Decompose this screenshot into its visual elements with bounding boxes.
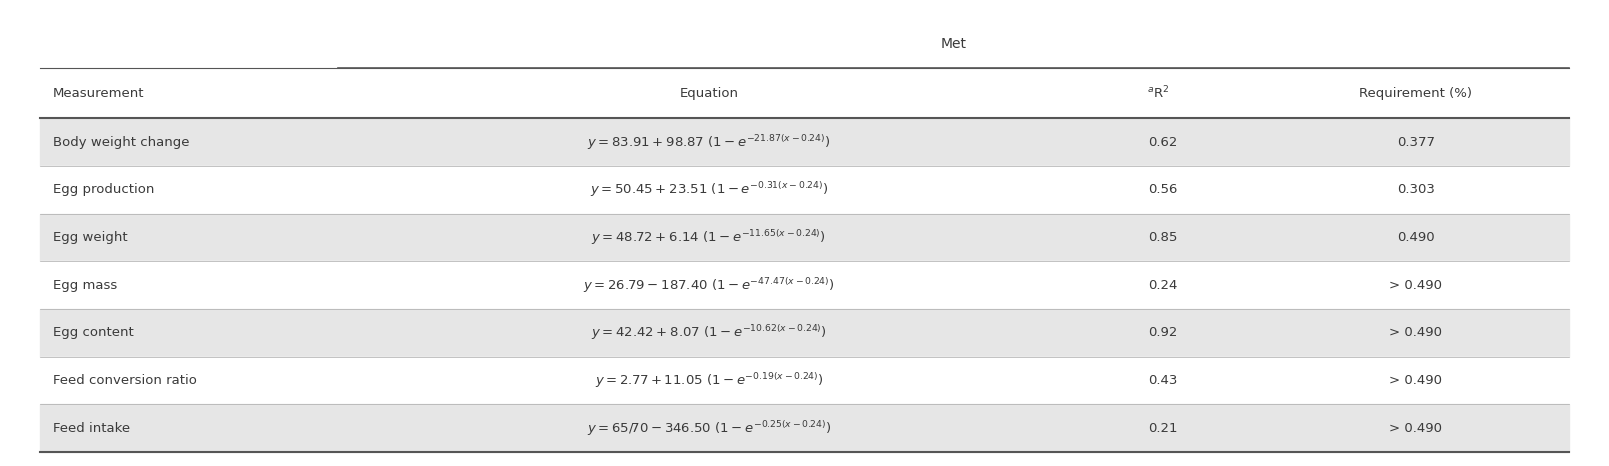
- Text: 0.303: 0.303: [1397, 183, 1435, 196]
- Text: Egg weight: Egg weight: [53, 231, 127, 244]
- Text: > 0.490: > 0.490: [1390, 326, 1442, 339]
- Text: $y = 26.79 - 187.40\ (1 - e^{-47.47(x-0.24)})$: $y = 26.79 - 187.40\ (1 - e^{-47.47(x-0.…: [582, 276, 835, 295]
- Text: > 0.490: > 0.490: [1390, 374, 1442, 387]
- Text: 0.21: 0.21: [1149, 422, 1178, 435]
- Text: $y = 65/70 - 346.50\ (1 - e^{-0.25(x-0.24)})$: $y = 65/70 - 346.50\ (1 - e^{-0.25(x-0.2…: [587, 419, 832, 438]
- Text: Egg mass: Egg mass: [53, 279, 117, 292]
- Text: 0.24: 0.24: [1149, 279, 1178, 292]
- Text: Feed conversion ratio: Feed conversion ratio: [53, 374, 196, 387]
- Text: Measurement: Measurement: [53, 87, 145, 100]
- Text: $y = 2.77 + 11.05\ (1 - e^{-0.19(x-0.24)})$: $y = 2.77 + 11.05\ (1 - e^{-0.19(x-0.24)…: [595, 371, 824, 390]
- Text: 0.92: 0.92: [1149, 326, 1178, 339]
- Text: $y = 50.45 + 23.51\ (1 - e^{-0.31(x-0.24)})$: $y = 50.45 + 23.51\ (1 - e^{-0.31(x-0.24…: [591, 180, 829, 199]
- Text: $y = 83.91 + 98.87\ (1 - e^{-21.87(x-0.24)})$: $y = 83.91 + 98.87\ (1 - e^{-21.87(x-0.2…: [587, 133, 830, 151]
- Text: > 0.490: > 0.490: [1390, 279, 1442, 292]
- Text: Equation: Equation: [679, 87, 739, 100]
- Text: Body weight change: Body weight change: [53, 136, 190, 149]
- Text: 0.377: 0.377: [1397, 136, 1435, 149]
- Text: 0.56: 0.56: [1149, 183, 1178, 196]
- Text: Egg production: Egg production: [53, 183, 154, 196]
- Text: 0.85: 0.85: [1149, 231, 1178, 244]
- Text: 0.62: 0.62: [1149, 136, 1178, 149]
- Text: 0.490: 0.490: [1397, 231, 1435, 244]
- Text: $y = 48.72 + 6.14\ (1 - e^{-11.65(x-0.24)})$: $y = 48.72 + 6.14\ (1 - e^{-11.65(x-0.24…: [592, 228, 827, 247]
- Text: > 0.490: > 0.490: [1390, 422, 1442, 435]
- Text: Requirement (%): Requirement (%): [1360, 87, 1472, 100]
- Text: $y = 42.42 + 8.07\ (1 - e^{-10.62(x-0.24)})$: $y = 42.42 + 8.07\ (1 - e^{-10.62(x-0.24…: [591, 323, 827, 343]
- Text: 0.43: 0.43: [1149, 374, 1178, 387]
- Text: $^{a}$R$^{2}$: $^{a}$R$^{2}$: [1147, 85, 1170, 102]
- Text: Feed intake: Feed intake: [53, 422, 130, 435]
- Text: Egg content: Egg content: [53, 326, 134, 339]
- Text: Met: Met: [941, 36, 967, 50]
